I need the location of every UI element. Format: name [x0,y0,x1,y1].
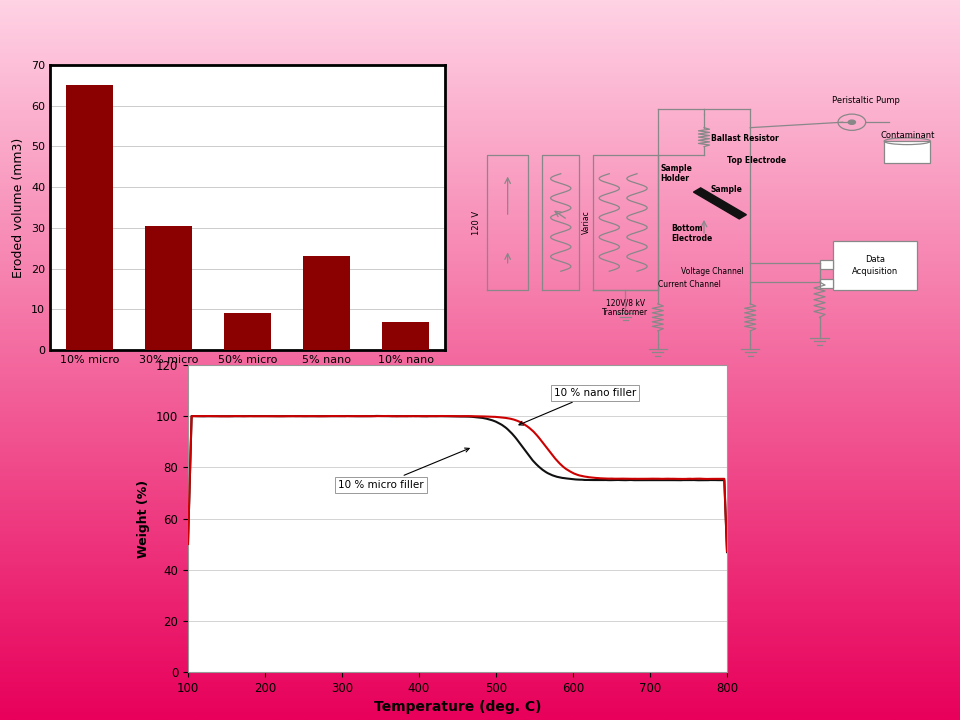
FancyBboxPatch shape [820,261,833,269]
Bar [302,256,350,350]
X-axis label: Temperature (deg. C): Temperature (deg. C) [373,701,541,714]
Polygon shape [693,188,746,219]
Text: Top Electrode: Top Electrode [727,156,786,165]
Bar [224,313,271,350]
Text: Bottom
Electrode: Bottom Electrode [672,224,713,243]
Text: Contaminant: Contaminant [880,131,934,140]
Text: 120V/8 kV: 120V/8 kV [606,298,645,307]
Text: Current Channel: Current Channel [658,280,721,289]
Text: Sample
Holder: Sample Holder [660,164,692,184]
FancyBboxPatch shape [820,279,833,287]
Text: Transformer: Transformer [602,308,649,317]
Y-axis label: Eroded volume (mm3): Eroded volume (mm3) [12,138,26,278]
Text: Voltage Channel: Voltage Channel [681,267,744,276]
Bar [145,226,192,350]
Circle shape [848,120,855,125]
Text: 10 % nano filler: 10 % nano filler [519,387,636,425]
Text: 120 V: 120 V [472,210,481,235]
Text: Data: Data [865,255,885,264]
FancyBboxPatch shape [884,141,930,163]
Text: Variac: Variac [582,211,590,235]
FancyBboxPatch shape [833,241,917,290]
Text: Sample: Sample [711,186,743,194]
Text: Acquisition: Acquisition [852,267,898,276]
Text: 10 % micro filler: 10 % micro filler [338,448,469,490]
Bar [66,86,113,350]
Text: Peristaltic Pump: Peristaltic Pump [831,96,900,105]
Bar [382,322,429,350]
Y-axis label: Weight (%): Weight (%) [137,480,151,557]
Text: Ballast Resistor: Ballast Resistor [711,134,779,143]
